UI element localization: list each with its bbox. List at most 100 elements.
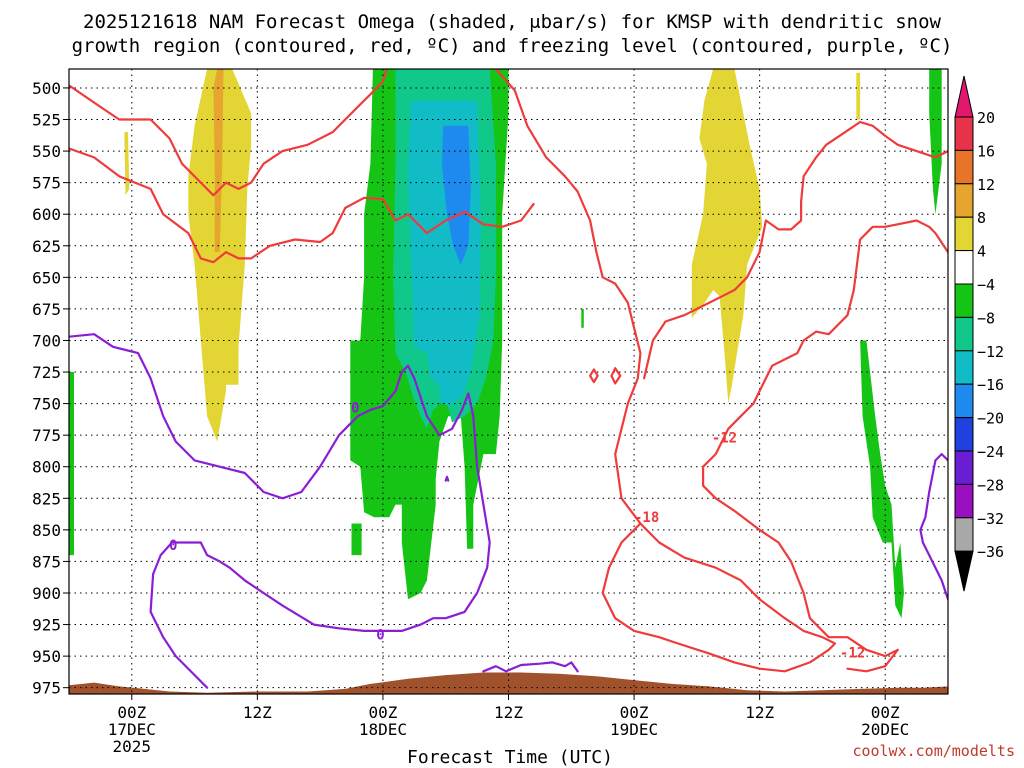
y-tick-label-650: 650 [32, 268, 61, 287]
negative-omega-4-8-10 [69, 372, 74, 556]
negative-omega-4-8-9 [581, 308, 584, 328]
freezing-level-small [444, 475, 450, 482]
x-tick-label-2-0: 00Z [368, 703, 397, 722]
y-axis: 500 525 550 575 600 625 650 675 700 725 750 775 800 8… [32, 79, 69, 698]
y-tick-label-775: 775 [32, 426, 61, 445]
contour-label-2: 0 [376, 628, 384, 644]
negative-omega-4-8-13 [860, 340, 904, 619]
contour-labels: 0 0 0 -12 -18 -12 [169, 400, 865, 661]
colorbar-band-9 [954, 417, 974, 452]
x-tick-label-2-1: 18DEC [359, 720, 407, 739]
y-tick-label-575: 575 [32, 174, 61, 193]
colorbar-band-12 [954, 517, 974, 552]
terrain-fill [69, 672, 948, 694]
colorbar-label-4: 4 [977, 243, 986, 261]
negative-omega-4-8-12 [929, 69, 942, 215]
x-tick-label-4-0: 00Z [620, 703, 649, 722]
y-tick-label-750: 750 [32, 395, 61, 414]
freezing-level-bottom [482, 661, 579, 673]
chart-title-line1: 2025121618 NAM Forecast Omega (shaded, μ… [83, 11, 941, 33]
colorbar-label-0: 20 [977, 109, 995, 127]
x-tick-label-4-1: 19DEC [610, 720, 658, 739]
colorbar-band-0 [954, 116, 974, 151]
y-tick-label-550: 550 [32, 142, 61, 161]
colorbar-band-11 [954, 483, 974, 519]
contour-label-0: 0 [351, 400, 359, 416]
y-tick-label-625: 625 [32, 237, 61, 256]
colorbar-band-8 [954, 383, 974, 419]
y-tick-label-875: 875 [32, 552, 61, 571]
dgz-upper-left [69, 69, 388, 197]
contour-label-5: -12 [840, 645, 865, 661]
positive-omega-8-12-1 [213, 69, 224, 253]
colorbar-label-12: −32 [977, 510, 1004, 528]
y-tick-label-850: 850 [32, 521, 61, 540]
contour-label-4: -18 [634, 510, 659, 526]
contour-label-1: 0 [169, 538, 177, 554]
x-tick-label-1-0: 12Z [243, 703, 272, 722]
negative-omega-16-20-8 [441, 125, 471, 265]
colorbar-band-10 [954, 450, 974, 485]
x-tick-label-5-0: 12Z [745, 703, 774, 722]
y-tick-label-900: 900 [32, 584, 61, 603]
contour-label-3: -12 [712, 431, 737, 447]
colorbar-label-2: 12 [977, 176, 995, 194]
colorbar-band-1 [954, 149, 974, 185]
chart-title-line2: growth region (contoured, red, ºC) and f… [72, 35, 953, 57]
y-tick-label-925: 925 [32, 616, 61, 635]
x-axis-title: Forecast Time (UTC) [407, 747, 613, 768]
freezing-level-right [919, 453, 948, 601]
y-tick-label-825: 825 [32, 489, 61, 508]
colorbar-band-7 [954, 350, 974, 385]
y-tick-label-725: 725 [32, 363, 61, 382]
positive-omega-4-8-4 [856, 72, 861, 120]
dgz-small-loop [588, 368, 599, 384]
colorbar-label-7: −12 [977, 343, 1004, 361]
colorbar-top-arrow [954, 75, 974, 118]
y-tick-label-675: 675 [32, 300, 61, 319]
colorbar-band-5 [954, 283, 974, 318]
positive-omega-4-8-0 [188, 69, 252, 442]
terrain [69, 672, 948, 694]
colorbar-label-3: 8 [977, 209, 986, 227]
negative-omega-4-8-11 [351, 523, 362, 556]
x-tick-label-0-0: 00Z [117, 703, 146, 722]
y-tick-label-800: 800 [32, 458, 61, 477]
colorbar-band-4 [954, 250, 974, 285]
plot-area: 0 0 0 -12 -18 -12 [68, 68, 949, 695]
dgz-small-loop-2 [610, 367, 622, 385]
dgz-right-upper [642, 120, 948, 380]
omega-shading [69, 69, 942, 619]
colorbar-label-6: −8 [977, 309, 995, 327]
colorbar-label-11: −28 [977, 476, 1004, 494]
y-tick-label-950: 950 [32, 647, 61, 666]
x-tick-label-6-1: 20DEC [861, 720, 909, 739]
colorbar-band-2 [954, 183, 974, 218]
colorbar: 20 16 12 8 4 −4 −8 −12 −16 −20 −24 −28 −32 −36 [954, 75, 1004, 592]
colorbar-label-10: −24 [977, 443, 1004, 461]
colorbar-bottom-arrow [954, 550, 974, 592]
credit-text: coolwx.com/modelts [852, 742, 1015, 760]
dgz-right-lower [701, 219, 948, 673]
y-tick-label-600: 600 [32, 205, 61, 224]
dgz-contours [69, 69, 948, 673]
dgz-center [494, 69, 837, 673]
y-tick-label-975: 975 [32, 679, 61, 698]
colorbar-label-8: −16 [977, 376, 1004, 394]
positive-omega-4-8-2 [124, 132, 130, 196]
y-tick-label-500: 500 [32, 79, 61, 98]
freezing-level-upper [69, 333, 491, 689]
gridlines [69, 69, 948, 694]
x-tick-label-0-1: 17DEC [108, 720, 156, 739]
colorbar-label-13: −36 [977, 543, 1004, 561]
freezing-level-contours [69, 333, 948, 689]
colorbar-band-6 [954, 316, 974, 352]
colorbar-label-5: −4 [977, 276, 995, 294]
positive-omega-4-8-3 [691, 69, 763, 404]
y-tick-label-525: 525 [32, 111, 61, 130]
colorbar-band-3 [954, 216, 974, 252]
x-tick-label-3-0: 12Z [494, 703, 523, 722]
colorbar-label-1: 16 [977, 142, 995, 160]
